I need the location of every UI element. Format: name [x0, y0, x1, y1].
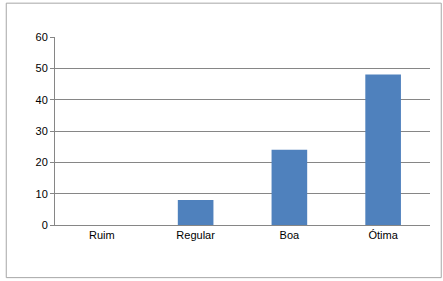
svg-text:30: 30 [36, 125, 48, 137]
svg-text:20: 20 [36, 156, 48, 168]
svg-text:Ruim: Ruim [89, 229, 115, 241]
svg-text:60: 60 [36, 31, 48, 43]
svg-text:40: 40 [36, 94, 48, 106]
svg-text:Boa: Boa [280, 229, 300, 241]
svg-text:10: 10 [36, 188, 48, 200]
svg-text:Regular: Regular [176, 229, 215, 241]
svg-text:50: 50 [36, 62, 48, 74]
svg-text:Ótima: Ótima [368, 229, 398, 241]
svg-text:0: 0 [42, 219, 48, 231]
